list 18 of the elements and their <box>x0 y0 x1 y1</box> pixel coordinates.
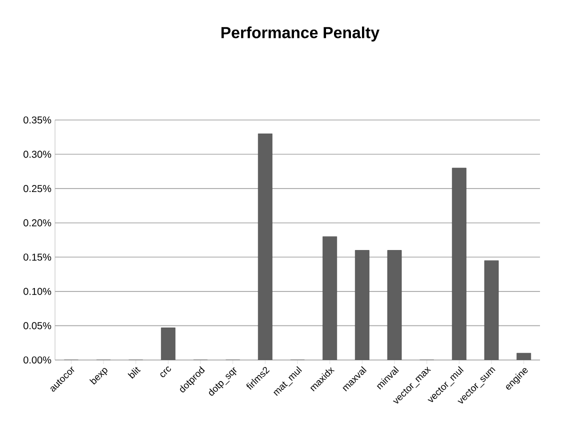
y-tick-label: 0.00% <box>24 356 52 364</box>
bar <box>387 250 402 360</box>
y-tick-label: 0.35% <box>24 116 52 124</box>
x-tick-label: crc <box>160 366 171 378</box>
bar <box>354 250 370 360</box>
y-tick-label: 0.25% <box>24 185 52 192</box>
bar <box>258 134 272 360</box>
y-tick-label: 0.20% <box>24 219 52 226</box>
bar <box>484 260 499 360</box>
y-tick-label: 0.30% <box>24 150 52 158</box>
y-tick-label: 0.10% <box>24 288 52 295</box>
x-tick-label: blit <box>128 366 141 379</box>
bar <box>160 328 176 360</box>
bar <box>322 236 338 360</box>
y-tick-label: 0.15% <box>24 254 52 261</box>
chart-title: Performance Penalty <box>221 26 380 42</box>
bar <box>452 168 466 360</box>
y-tick-label: 0.05% <box>24 322 52 330</box>
